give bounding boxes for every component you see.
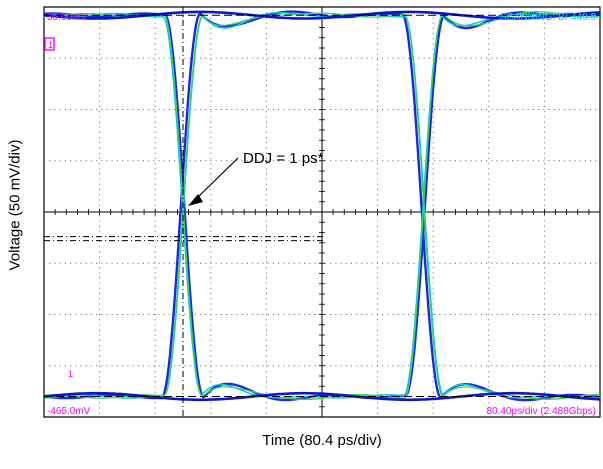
instrument-top-right-readout: SCANNING: Br 449.9 (500, 12, 597, 23)
channel-1-marker-top: 1 (48, 40, 53, 50)
waveform-trace (43, 11, 600, 402)
annotation-arrow-line (195, 157, 239, 200)
ddj-annotation: DDJ = 1 ps* (243, 150, 324, 167)
waveform-rail (43, 10, 601, 20)
instrument-bottom-left-readout: -465.0mV (47, 406, 91, 417)
channel-1-marker-bottom: 1 (68, 369, 73, 379)
y-axis-label: Voltage (50 mV/div) (6, 139, 24, 271)
crossing-markers (44, 7, 600, 417)
instrument-top-left-readout: 35.00mV (47, 12, 87, 23)
waveform-trace (43, 11, 601, 399)
waveform-rail (43, 391, 601, 402)
channel-1-marker-box-top (44, 37, 55, 51)
x-axis-label: Time (80.4 ps/div) (262, 432, 382, 449)
instrument-bottom-right-readout: 80.40ps/div (2.488Gbps) (486, 406, 596, 417)
annotation-arrowhead (188, 194, 203, 206)
